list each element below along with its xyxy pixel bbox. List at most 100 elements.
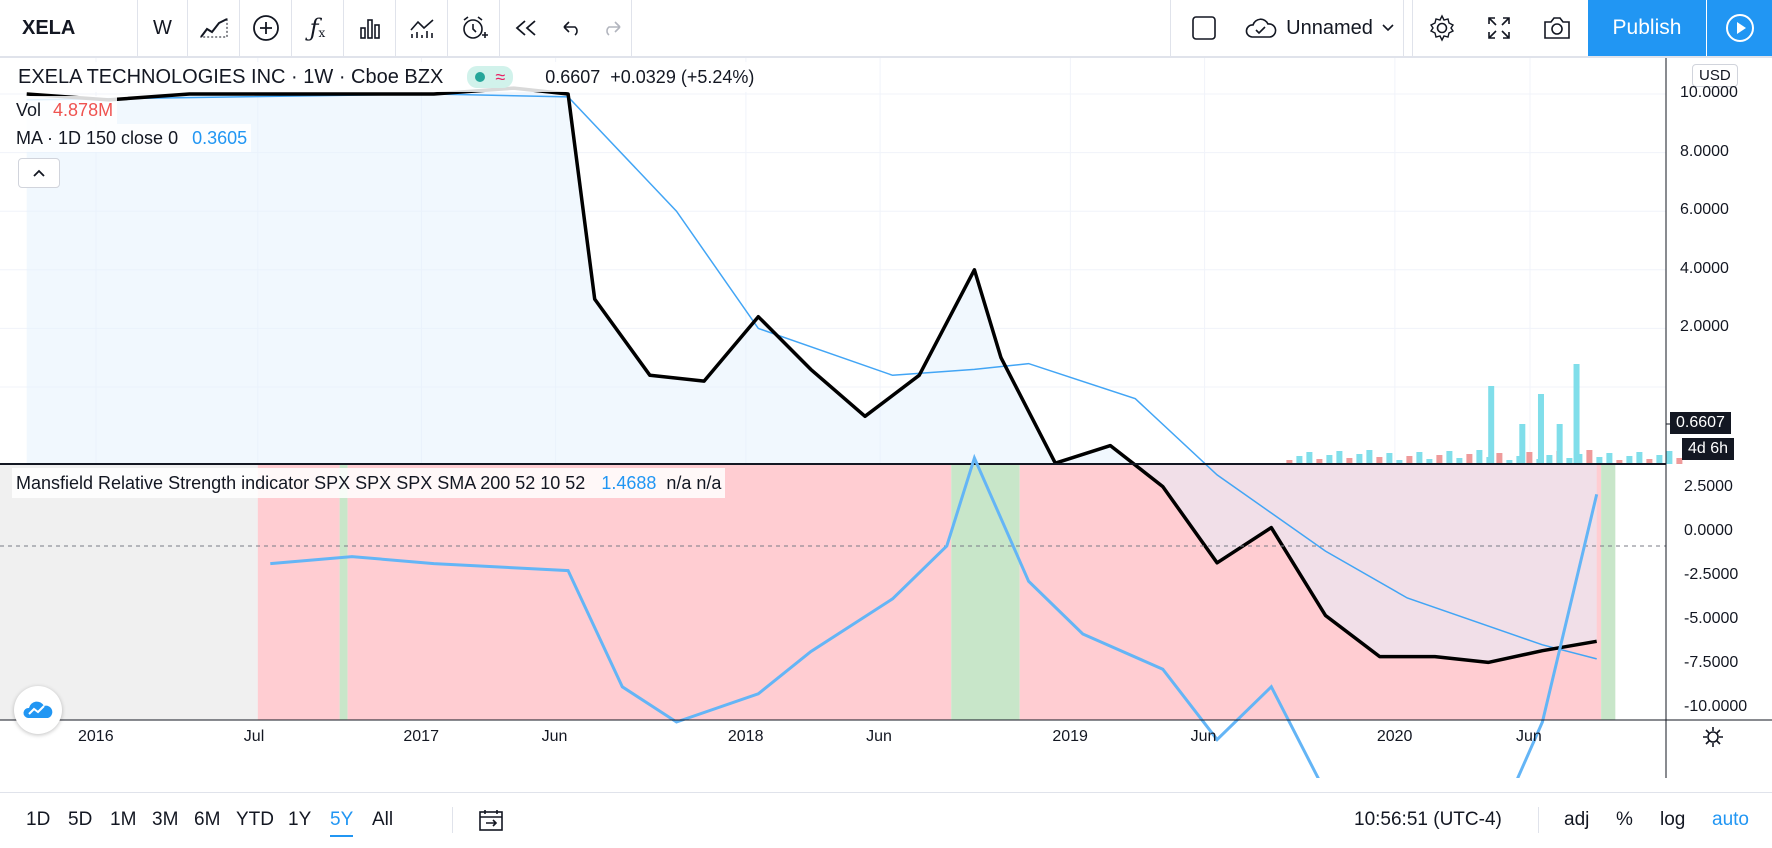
symbol-label: XELA [22,16,76,39]
volume-bar [1466,454,1473,464]
volume-bar [1426,459,1433,464]
play-button[interactable] [1707,0,1772,56]
volume-legend[interactable]: Vol 4.878M [12,96,118,124]
symbol-title[interactable]: EXELA TECHNOLOGIES INC · 1W · Cboe BZX [18,65,444,88]
redo-icon [605,21,621,36]
cloud-icon [1245,18,1277,38]
alert-button[interactable] [448,0,500,56]
volume-bar [1436,455,1443,464]
ma-line [26,93,1597,660]
publish-button[interactable]: Publish [1588,0,1706,56]
compare-button[interactable] [240,0,292,56]
range-button-3m[interactable]: 3M [152,809,179,830]
chart-area[interactable]: EXELA TECHNOLOGIES INC · 1W · Cboe BZX ≈… [0,58,1772,778]
range-button-1y[interactable]: 1Y [288,809,312,830]
layout-name: Unnamed [1286,16,1373,39]
tradingview-logo[interactable] [14,686,62,734]
price-tick-label: 8.0000 [1680,142,1729,160]
delayed-icon: ≈ [495,67,506,87]
chart-svg[interactable] [0,58,1772,778]
undo-button[interactable] [552,0,592,56]
function-icon: ƒ [309,14,319,42]
mansfield-legend[interactable]: Mansfield Relative Strength indicator SP… [12,468,726,498]
volume-bar [1573,364,1580,464]
volume-bar [1356,454,1363,464]
range-button-5y[interactable]: 5Y [330,793,354,847]
time-tick-label: Jul [243,728,265,745]
layout-menu-button[interactable]: Unnamed [1236,0,1404,56]
indicator-tick-label: -5.0000 [1684,610,1739,627]
time-tick-label: Jun [866,728,892,745]
volume-bar [1556,424,1563,464]
adj-toggle[interactable]: adj [1564,793,1589,847]
interval-button[interactable]: W [138,0,188,56]
range-button-ytd[interactable]: YTD [236,809,274,830]
volume-bar [1396,460,1403,464]
currency-button[interactable]: USD [1692,64,1738,87]
volume-bar [1376,457,1383,464]
last-price-tag: 0.6607 [1670,412,1731,434]
rs-zone [339,465,348,720]
alarm-clock-icon [462,16,488,39]
time-tick-label: Jun [1515,728,1542,745]
publish-label: Publish [1612,16,1682,39]
auto-toggle[interactable]: auto [1712,793,1749,847]
templates-button[interactable] [396,0,448,56]
chart-style-button[interactable] [188,0,240,56]
plus-circle-icon [252,15,279,41]
ma-legend[interactable]: MA · 1D 150 close 0 0.3605 [12,124,252,152]
auto-label: auto [1712,809,1749,830]
volume-bar [1296,456,1303,464]
indicator-tick-label: 2.5000 [1684,478,1733,495]
clock[interactable]: 10:56:51 (UTC-4) [1354,793,1502,847]
percent-toggle[interactable]: % [1616,793,1633,847]
range-button-5d[interactable]: 5D [68,809,93,830]
range-button-1m[interactable]: 1M [110,809,137,830]
rs-zone [347,465,952,720]
volume-bar [1537,394,1544,464]
price-tick-label: 4.0000 [1680,259,1729,277]
price-area-fill [26,88,1597,663]
snapshot-button[interactable] [1528,0,1586,56]
volume-bar [1546,455,1553,464]
calendar-range-icon [479,810,503,831]
volume-bar [1386,453,1393,464]
mansfield-label: Mansfield Relative Strength indicator SP… [16,472,586,493]
fullscreen-button[interactable] [1470,0,1528,56]
redo-button[interactable] [592,0,632,56]
symbol-search-button[interactable]: XELA [0,0,138,56]
replay-button[interactable] [500,0,552,56]
volume-bar [1336,451,1343,464]
mansfield-na: n/a n/a [666,472,722,493]
range-button-6m[interactable]: 6M [194,809,221,830]
bar-chart-icon [359,19,380,39]
log-label: log [1660,809,1686,830]
chevron-up-icon [33,169,45,177]
volume-bar [1606,453,1613,464]
axis-settings-button[interactable] [1700,724,1726,750]
price-tick-label: 6.0000 [1680,201,1729,219]
financials-button[interactable] [344,0,396,56]
price-tick-label: 2.0000 [1680,318,1729,336]
range-button-1d[interactable]: 1D [26,809,51,830]
status-badge[interactable]: ≈ [467,66,514,88]
volume-bar [1666,451,1673,464]
volume-bar [1406,456,1413,464]
volume-bar [1416,452,1423,464]
rs-zone [951,465,1020,720]
volume-bar [1616,460,1623,464]
volume-bar [1646,459,1653,464]
volume-bar [1286,460,1293,464]
expand-icon [1488,17,1510,39]
settings-button[interactable] [1412,0,1470,56]
collapse-legend-button[interactable] [18,158,60,188]
fullscreen-toggle-button[interactable] [1170,0,1236,56]
volume-bar [1488,386,1495,464]
range-button-all[interactable]: All [372,809,394,830]
log-toggle[interactable]: log [1660,793,1685,847]
divider [1538,807,1539,833]
bottom-toolbar: 1D 5D 1M 3M 6M YTD 1Y 5Y All 10:56:51 (UTC-4) ad… [0,792,1772,848]
go-to-date-button[interactable] [478,793,504,847]
